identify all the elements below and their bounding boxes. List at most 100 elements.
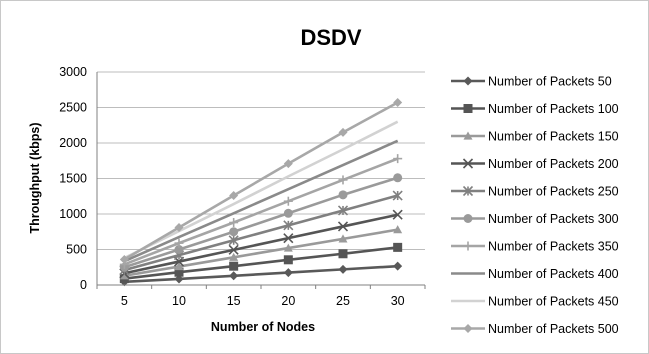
data-point-stroke xyxy=(462,158,474,169)
data-point xyxy=(463,76,473,86)
x-tick-label: 5 xyxy=(121,294,128,308)
data-point-stroke xyxy=(283,233,294,244)
x-tick-label: 15 xyxy=(227,294,241,308)
series-lines xyxy=(119,98,403,287)
series-line xyxy=(123,176,399,269)
data-point xyxy=(337,221,349,232)
data-point xyxy=(283,196,293,206)
data-point xyxy=(174,238,184,248)
legend: Number of Packets 50 Number of Packets 10… xyxy=(451,75,619,336)
data-point xyxy=(393,225,403,234)
data-point xyxy=(393,242,403,252)
data-point xyxy=(338,234,348,243)
y-tick-label: 3000 xyxy=(59,65,87,79)
series-1 xyxy=(119,261,403,287)
legend-item: Number of Packets 100 xyxy=(451,102,619,116)
y-axis-label: Throughput (kbps) xyxy=(28,122,42,233)
y-tick-label: 500 xyxy=(66,243,87,257)
data-point xyxy=(174,245,184,254)
legend-item: Number of Packets 400 xyxy=(451,267,619,281)
series-line xyxy=(123,120,399,260)
series-line xyxy=(124,246,398,280)
legend-item: Number of Packets 500 xyxy=(451,322,619,336)
legend-item: Number of Packets 250 xyxy=(451,185,619,199)
x-tick-label: 10 xyxy=(172,294,186,308)
series-9 xyxy=(123,120,399,260)
data-point xyxy=(338,175,348,185)
x-tick-label: 25 xyxy=(336,294,350,308)
data-point xyxy=(228,235,239,246)
series-line xyxy=(124,264,398,284)
legend-item: Number of Packets 50 xyxy=(451,75,612,89)
data-point xyxy=(229,218,239,228)
legend-label: Number of Packets 150 xyxy=(488,130,619,144)
chart-title: DSDV xyxy=(300,25,361,50)
series-line xyxy=(123,139,399,263)
series-10 xyxy=(119,98,403,264)
data-point xyxy=(462,185,474,197)
data-point xyxy=(283,208,293,218)
series-3 xyxy=(119,225,403,280)
series-line xyxy=(124,213,398,275)
legend-label: Number of Packets 250 xyxy=(488,185,619,199)
data-point xyxy=(174,267,184,277)
x-tick-label: 30 xyxy=(391,294,405,308)
axes: 0 500 1000 1500 2000 2500 3000 5 10 15 20 25 30 xyxy=(59,65,426,308)
data-point xyxy=(119,254,129,264)
data-point xyxy=(338,127,348,137)
data-point-stroke xyxy=(392,209,403,220)
data-point xyxy=(174,262,184,271)
data-point xyxy=(229,227,239,237)
series-line xyxy=(124,228,398,278)
legend-label: Number of Packets 400 xyxy=(488,267,619,281)
x-tick-label: 20 xyxy=(281,294,295,308)
data-point xyxy=(337,205,349,216)
legend-label: Number of Packets 50 xyxy=(488,75,612,89)
data-point xyxy=(229,252,239,261)
series-line xyxy=(123,157,399,266)
legend-label: Number of Packets 100 xyxy=(488,102,619,116)
data-point xyxy=(392,209,403,220)
data-point-stroke xyxy=(337,221,349,232)
data-point xyxy=(338,249,348,259)
legend-item: Number of Packets 450 xyxy=(451,295,619,309)
series-7 xyxy=(119,154,403,269)
legend-label: Number of Packets 200 xyxy=(488,157,619,171)
data-point xyxy=(463,324,473,333)
data-point xyxy=(338,190,348,200)
series-8 xyxy=(123,139,399,263)
legend-label: Number of Packets 450 xyxy=(488,295,619,309)
data-point xyxy=(393,173,403,183)
legend-label: Number of Packets 350 xyxy=(488,240,619,254)
data-point xyxy=(283,255,293,265)
data-point xyxy=(338,264,348,274)
legend-item: Number of Packets 150 xyxy=(451,130,619,144)
data-point xyxy=(392,190,403,201)
data-point xyxy=(463,241,473,251)
legend-item: Number of Packets 350 xyxy=(451,240,619,254)
y-tick-label: 2000 xyxy=(59,136,87,150)
data-point xyxy=(393,261,403,271)
data-point xyxy=(393,98,403,108)
y-tick-label: 0 xyxy=(80,278,87,292)
legend-label: Number of Packets 300 xyxy=(488,212,619,226)
legend-label: Number of Packets 500 xyxy=(488,322,619,336)
series-line xyxy=(123,101,399,261)
y-tick-label: 2500 xyxy=(59,101,87,115)
data-point-stroke xyxy=(228,244,239,255)
data-point xyxy=(228,244,239,255)
data-point xyxy=(463,131,473,140)
data-point xyxy=(283,268,293,278)
data-point xyxy=(283,220,294,231)
data-point xyxy=(229,261,239,271)
legend-item: Number of Packets 200 xyxy=(451,157,619,171)
legend-item: Number of Packets 300 xyxy=(451,212,619,226)
series-line xyxy=(123,194,399,272)
data-point xyxy=(283,243,293,252)
data-point xyxy=(174,222,184,232)
y-tick-label: 1000 xyxy=(59,207,87,221)
data-point xyxy=(463,104,473,113)
data-point xyxy=(393,154,403,164)
